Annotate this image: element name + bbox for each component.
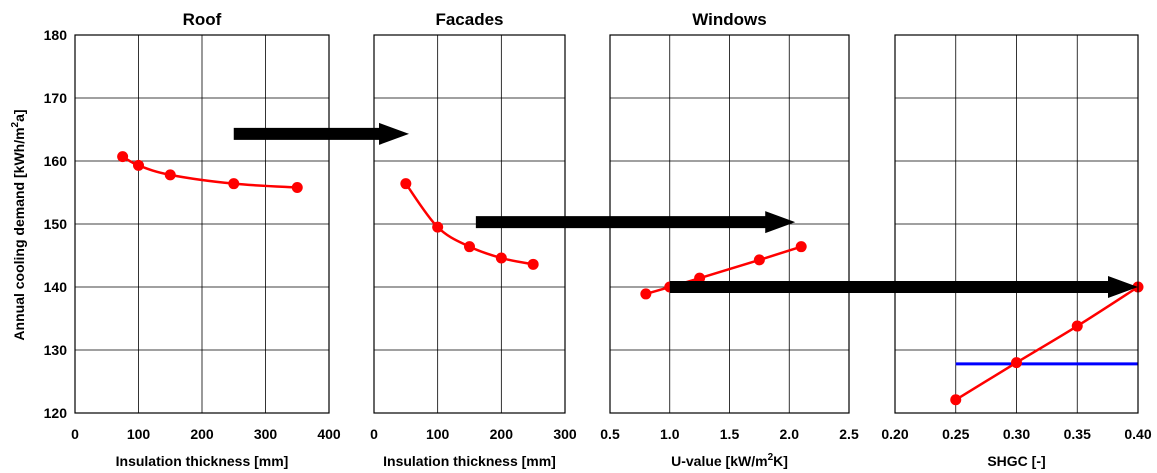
x-tick-label: 300 <box>254 426 278 442</box>
y-axis-label: Annual cooling demand [kWh/m2a] <box>10 109 27 340</box>
x-tick-label: 0.25 <box>942 426 969 442</box>
arrow-layer <box>233 122 1138 298</box>
x-tick-label: 0.40 <box>1124 426 1151 442</box>
panel-frame <box>894 34 1139 414</box>
panel-frame <box>373 34 566 414</box>
y-tick-label: 130 <box>44 342 68 358</box>
x-tick-label: 0 <box>370 426 378 442</box>
x-axis-label: U-value [kW/m2K] <box>671 452 788 469</box>
transition-arrow <box>233 122 410 145</box>
x-tick-label: 0.20 <box>881 426 908 442</box>
x-axis-label-superscript: 2 <box>768 452 774 463</box>
x-axis-label: SHGC [-] <box>987 453 1045 469</box>
x-axis-label: Insulation thickness [mm] <box>383 453 556 469</box>
x-axis-label-text: Insulation thickness [mm] <box>383 453 556 469</box>
data-point <box>164 169 176 181</box>
series-line <box>955 285 1139 401</box>
y-tick-label: 170 <box>44 90 68 106</box>
x-tick-label: 0.5 <box>600 426 620 442</box>
x-tick-label: 2.0 <box>780 426 800 442</box>
panel-title: Windows <box>692 10 766 29</box>
x-tick-label: 0 <box>71 426 79 442</box>
data-point <box>527 258 539 270</box>
x-tick-label: 400 <box>317 426 341 442</box>
data-point <box>464 241 475 253</box>
panel-frame <box>609 34 850 414</box>
y-tick-label: 120 <box>44 405 68 421</box>
x-axis-label-text: SHGC [-] <box>987 453 1045 469</box>
data-point <box>117 151 129 163</box>
x-axis-label-suffix: K] <box>773 453 788 469</box>
x-tick-label: 200 <box>490 426 514 442</box>
panel-title: Facades <box>435 10 503 29</box>
y-axis-label-suffix: a] <box>11 109 27 121</box>
x-tick-label: 300 <box>553 426 577 442</box>
x-axis-label: Insulation thickness [mm] <box>116 453 289 469</box>
x-tick-label: 2.5 <box>839 426 859 442</box>
y-axis-label-text: Annual cooling demand [kWh/m <box>11 127 27 340</box>
data-point <box>228 178 240 190</box>
data-point <box>133 159 144 171</box>
y-tick-label: 180 <box>44 27 68 43</box>
x-axis-label-text: Insulation thickness [mm] <box>116 453 289 469</box>
data-point <box>432 221 444 233</box>
x-tick-label: 200 <box>190 426 214 442</box>
data-point <box>950 394 962 406</box>
panel-title: Roof <box>183 10 222 29</box>
y-tick-label: 150 <box>44 216 68 232</box>
y-axis-label-superscript: 2 <box>10 121 21 127</box>
data-point <box>753 254 765 266</box>
panel-frame <box>74 34 330 414</box>
x-tick-label: 100 <box>426 426 450 442</box>
x-tick-label: 1.0 <box>660 426 680 442</box>
y-tick-label: 160 <box>44 153 68 169</box>
x-tick-label: 1.5 <box>720 426 740 442</box>
data-point <box>495 252 507 264</box>
data-point <box>291 181 303 193</box>
x-tick-label: 0.30 <box>1003 426 1030 442</box>
x-tick-label: 100 <box>127 426 151 442</box>
data-point <box>795 241 807 253</box>
data-point <box>640 288 652 300</box>
transition-arrow <box>475 211 796 234</box>
text-layer: 0 100 200 300 400 Insulation thickness [mm] Ro… <box>44 10 1152 469</box>
data-point <box>1071 320 1083 332</box>
data-point <box>1011 357 1022 369</box>
y-tick-label: 140 <box>44 279 68 295</box>
frame-layer <box>74 34 1139 414</box>
series-layer <box>117 151 1144 406</box>
transition-arrow <box>669 276 1138 298</box>
x-axis-label-text: U-value [kW/m <box>671 453 767 469</box>
data-point <box>694 272 706 284</box>
x-tick-label: 0.35 <box>1064 426 1091 442</box>
data-point <box>400 178 412 190</box>
